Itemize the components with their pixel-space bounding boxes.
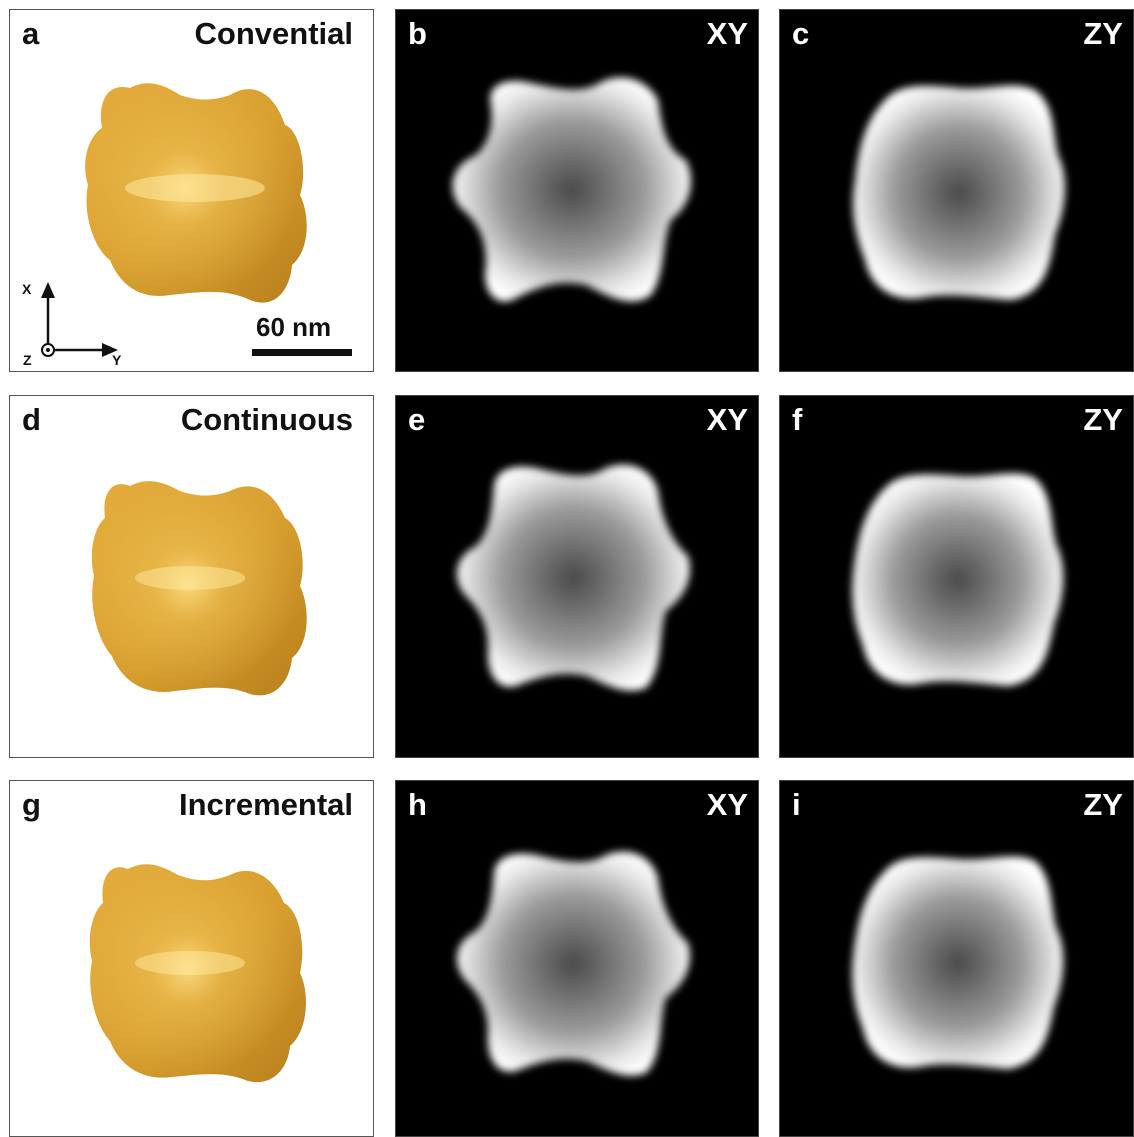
panel-letter: a: [22, 16, 40, 51]
panel-letter: b: [408, 16, 427, 51]
panel-d-surface-render: d Continuous: [9, 395, 374, 758]
slice-image: [456, 464, 690, 691]
scale-bar: [252, 349, 352, 356]
panel-letter: f: [792, 402, 803, 437]
plane-label: ZY: [1083, 402, 1123, 437]
axis-y-label: Y: [112, 352, 122, 368]
panel-letter: h: [408, 787, 427, 822]
slice-image: [852, 856, 1064, 1069]
panel-f-zy-slice: f ZY: [779, 395, 1134, 758]
panel-h-xy-slice: h XY: [395, 780, 759, 1137]
slice-image: [852, 473, 1064, 686]
panel-a-surface-render: a Convential X Z Y 60 nm: [9, 9, 374, 372]
method-title: Continuous: [180, 402, 353, 437]
plane-label: XY: [706, 402, 748, 437]
plane-label: XY: [706, 787, 748, 822]
axis-x-label: X: [22, 281, 32, 297]
axis-triad: [41, 282, 118, 357]
panel-b-xy-slice: b XY: [395, 9, 759, 372]
panel-letter: c: [792, 16, 810, 51]
panel-letter: i: [792, 787, 801, 822]
plane-label: ZY: [1083, 787, 1123, 822]
method-title: Incremental: [178, 787, 353, 822]
panel-letter: e: [408, 402, 426, 437]
surface-render-image: [85, 83, 307, 303]
panel-letter: d: [22, 402, 41, 437]
panel-i-zy-slice: i ZY: [779, 780, 1134, 1137]
surface-render-image: [91, 481, 307, 696]
method-title: Convential: [194, 16, 353, 51]
slice-image: [853, 85, 1066, 301]
panel-g-surface-render: g Incremental: [9, 780, 374, 1137]
scale-bar-label: 60 nm: [256, 312, 332, 342]
surface-render-image: [89, 864, 306, 1083]
slice-image: [452, 77, 691, 302]
panel-c-zy-slice: c ZY: [779, 9, 1134, 372]
panel-letter: g: [22, 787, 41, 822]
axis-z-label: Z: [23, 352, 32, 368]
slice-image: [456, 851, 690, 1076]
plane-label: XY: [706, 16, 748, 51]
panel-e-xy-slice: e XY: [395, 395, 759, 758]
plane-label: ZY: [1083, 16, 1123, 51]
